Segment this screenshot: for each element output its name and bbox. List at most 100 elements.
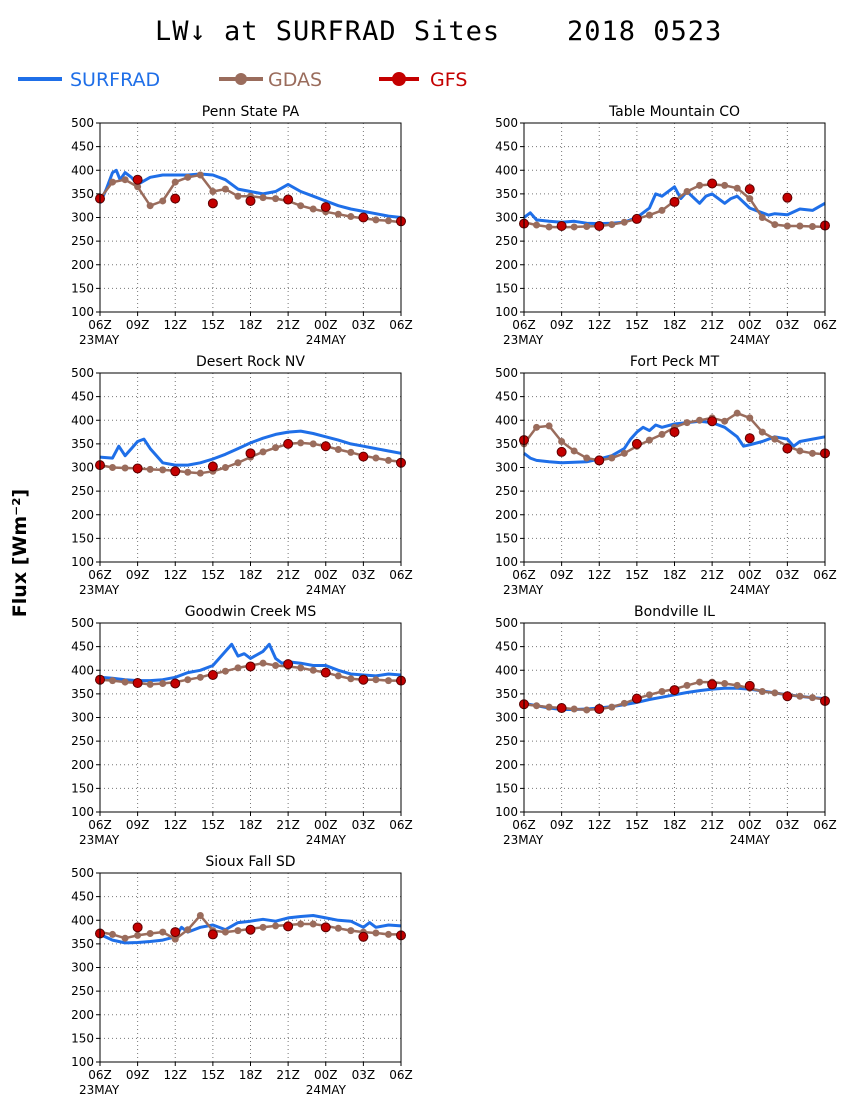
series-gdas-point <box>758 214 766 221</box>
series-gdas-point <box>384 677 392 685</box>
series-gdas-point <box>234 459 242 467</box>
x-tick-label: 15Z <box>201 818 225 832</box>
x-tick-label: 15Z <box>625 818 649 832</box>
series-gfs-point <box>207 929 218 940</box>
legend-gdas: GDAS <box>219 69 322 91</box>
y-tick-label: 150 <box>71 281 94 295</box>
y-tick-label: 150 <box>71 781 94 795</box>
y-tick-label: 100 <box>71 1055 94 1069</box>
series-gdas-point <box>696 181 704 189</box>
plot-frame <box>99 372 402 563</box>
series-gdas-point <box>121 176 129 184</box>
series-gdas-point <box>758 428 766 436</box>
y-tick-label: 400 <box>71 663 94 677</box>
series-gdas-point <box>696 416 704 424</box>
x-tick-label: 00Z <box>738 818 762 832</box>
legend-gfs-label: GFS <box>430 69 467 91</box>
x-tick-label: 03Z <box>352 568 376 582</box>
y-tick-label: 250 <box>495 734 518 748</box>
x-tick-label: 12Z <box>164 568 188 582</box>
series-gdas-point <box>783 222 791 230</box>
series-gdas-point <box>109 178 117 186</box>
x-date-label: 23MAY <box>79 1083 120 1097</box>
series-gdas-point <box>620 218 628 226</box>
x-tick-label: 06Z <box>512 818 536 832</box>
x-tick-label: 06Z <box>88 818 112 832</box>
y-tick-label: 350 <box>71 187 94 201</box>
y-tick-label: 400 <box>495 663 518 677</box>
series-gfs-point <box>556 703 567 714</box>
series-gdas-point <box>259 448 267 456</box>
series-gfs-point <box>782 443 793 454</box>
y-tick-label: 300 <box>495 711 518 725</box>
series-gfs-point <box>207 461 218 472</box>
series-gfs-point <box>358 212 369 223</box>
series-gdas-point <box>184 676 192 684</box>
x-date-label: 24MAY <box>306 583 347 597</box>
series-gdas-point <box>545 703 553 711</box>
y-tick-label: 200 <box>495 258 518 272</box>
series-gfs-point <box>669 685 680 696</box>
series-gdas-point <box>334 446 342 454</box>
y-tick-label: 400 <box>71 913 94 927</box>
x-tick-label: 21Z <box>700 318 724 332</box>
series-gfs-point <box>669 427 680 438</box>
series-gdas-point <box>196 171 204 179</box>
series-gdas-point <box>721 181 729 189</box>
series-gdas-point <box>733 681 741 689</box>
series-gdas-point <box>696 678 704 686</box>
series-gfs-point <box>358 931 369 942</box>
series-gdas-point <box>658 206 666 214</box>
series-gdas-point <box>533 423 541 431</box>
series-gdas-point <box>309 920 317 928</box>
y-tick-label: 400 <box>495 163 518 177</box>
panel-title: Bondville IL <box>634 604 715 620</box>
series-gdas-point <box>109 930 117 938</box>
series-gdas-point <box>372 454 380 462</box>
series-gdas-point <box>334 672 342 680</box>
y-tick-label: 450 <box>495 390 518 404</box>
chart-panel: Desert Rock NV 100 150 200 250 300 350 400 450 50… <box>71 354 413 597</box>
y-tick-label: 450 <box>71 390 94 404</box>
y-tick-label: 500 <box>495 116 518 130</box>
x-tick-label: 18Z <box>239 1068 263 1082</box>
y-tick-label: 150 <box>495 781 518 795</box>
series-gdas-point <box>259 194 267 202</box>
y-tick-label: 350 <box>71 937 94 951</box>
x-tick-label: 06Z <box>813 568 837 582</box>
series-gdas-point <box>121 464 129 472</box>
series-gdas-point <box>234 927 242 935</box>
x-tick-label: 15Z <box>625 568 649 582</box>
series-gdas-point <box>683 681 691 689</box>
series-gdas-point <box>721 679 729 687</box>
legend-gdas-marker <box>235 73 247 85</box>
series-gdas-point <box>171 935 179 943</box>
x-tick-label: 18Z <box>663 818 687 832</box>
x-tick-label: 21Z <box>700 568 724 582</box>
series-gfs-point <box>631 693 642 704</box>
x-date-label: 24MAY <box>306 1083 347 1097</box>
series-gdas-point <box>221 667 229 675</box>
series-gdas-point <box>209 188 217 196</box>
series-gfs-point <box>320 202 331 213</box>
series-gdas-point <box>272 195 280 203</box>
series-gdas-point <box>347 448 355 456</box>
series-gdas-point <box>134 931 142 939</box>
y-tick-label: 350 <box>495 187 518 201</box>
series-gdas-point <box>159 679 167 687</box>
x-tick-label: 00Z <box>314 318 338 332</box>
y-tick-label: 250 <box>495 234 518 248</box>
series-gdas-point <box>309 205 317 213</box>
series-gdas-point <box>297 664 305 672</box>
panel-title: Penn State PA <box>202 104 300 120</box>
y-tick-label: 200 <box>495 758 518 772</box>
series-gdas-point <box>570 223 578 231</box>
series-gdas-point <box>372 676 380 684</box>
y-tick-label: 500 <box>71 366 94 380</box>
y-tick-label: 500 <box>71 116 94 130</box>
series-gdas-point <box>234 664 242 672</box>
series-gdas-point <box>771 221 779 229</box>
x-tick-label: 18Z <box>663 568 687 582</box>
series-gdas-point <box>683 419 691 427</box>
series-gfs-point <box>170 193 181 204</box>
